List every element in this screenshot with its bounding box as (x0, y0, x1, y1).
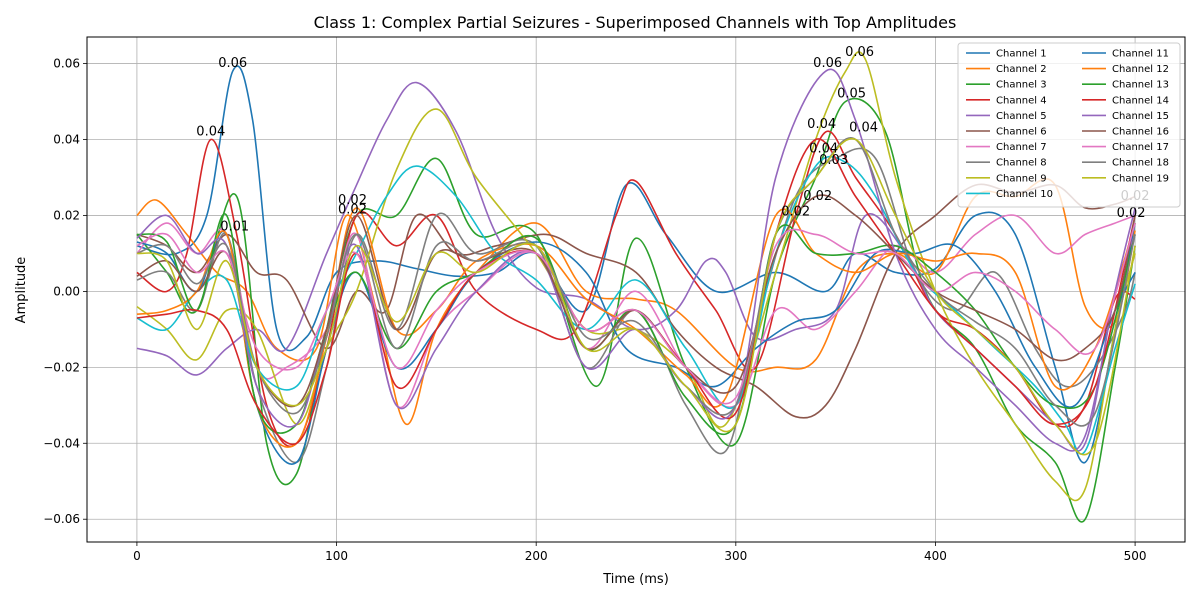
legend-entry: Channel 1 (996, 49, 1047, 60)
annotation-label: 0.06 (813, 56, 842, 71)
series-lines (136, 51, 1136, 523)
annotation-label: 0.01 (220, 219, 249, 234)
annotation-label: 0.02 (338, 193, 367, 208)
legend-entry: Channel 16 (1112, 127, 1169, 138)
legend-entry: Channel 14 (1112, 95, 1169, 106)
legend-entry: Channel 8 (996, 158, 1047, 169)
y-tick-label: 0.06 (53, 57, 80, 71)
annotation-label: 0.06 (845, 45, 874, 60)
annotation-label: 0.04 (196, 125, 225, 140)
legend-entry: Channel 2 (996, 64, 1047, 75)
legend-entry: Channel 7 (996, 142, 1047, 153)
legend: Channel 1 Channel 2 Channel 3 Channel 4 Chan… (957, 42, 1181, 208)
x-tick-label: 500 (1124, 549, 1147, 563)
series-line-channel-19 (136, 137, 1136, 456)
series-line-channel-4 (136, 130, 1136, 448)
series-line-channel-13 (136, 213, 1136, 435)
legend-box (957, 42, 1181, 208)
annotation-label: 0.05 (837, 87, 866, 102)
x-tick-label: 400 (924, 549, 947, 563)
legend-entry: Channel 6 (996, 127, 1047, 138)
x-tick-label: 300 (724, 549, 747, 563)
annotation-label: 0.04 (849, 121, 878, 136)
y-tick-label: −0.02 (43, 360, 80, 374)
y-tick-label: −0.04 (43, 436, 80, 450)
legend-entry: Channel 18 (1112, 158, 1169, 169)
legend-entry: Channel 4 (996, 95, 1047, 106)
x-axis-label: Time (ms) (602, 572, 669, 587)
x-axis-ticks: 0 100 200 300 400 500 (133, 542, 1147, 563)
y-tick-label: 0.02 (53, 208, 80, 222)
x-tick-label: 0 (133, 549, 141, 563)
annotation-label: 0.04 (809, 142, 838, 157)
annotation-label: 0.02 (803, 189, 832, 204)
y-axis-label: Amplitude (14, 257, 29, 324)
annotation-label: 0.04 (807, 117, 836, 132)
legend-entry: Channel 3 (996, 80, 1047, 91)
legend-entry: Channel 13 (1112, 80, 1169, 91)
y-tick-label: 0.04 (53, 133, 80, 147)
legend-entry: Channel 17 (1112, 142, 1169, 153)
y-tick-label: 0.00 (53, 284, 80, 298)
x-tick-label: 200 (525, 549, 548, 563)
series-line-channel-17 (136, 222, 1136, 405)
y-tick-label: −0.06 (43, 512, 80, 526)
x-tick-label: 100 (325, 549, 348, 563)
y-axis-ticks: −0.06 −0.04 −0.02 0.00 0.02 0.04 0.06 (43, 57, 87, 526)
annotation-label: 0.02 (1117, 206, 1146, 221)
annotation-label: 0.02 (338, 202, 367, 217)
legend-entry: Channel 15 (1112, 111, 1169, 122)
chart-title: Class 1: Complex Partial Seizures - Supe… (314, 13, 957, 32)
legend-entry: Channel 19 (1112, 173, 1169, 184)
legend-entry: Channel 5 (996, 111, 1047, 122)
annotation-label: 0.03 (819, 153, 848, 168)
annotation-label: 0.02 (781, 204, 810, 219)
legend-entry: Channel 12 (1112, 64, 1169, 75)
series-line-channel-16 (136, 194, 1136, 408)
annotation-label: 0.06 (218, 56, 247, 71)
series-line-channel-18 (136, 136, 1136, 427)
plot-frame (86, 36, 1186, 543)
series-line-channel-1 (136, 65, 1136, 464)
legend-entry: Channel 10 (996, 189, 1053, 200)
legend-entry: Channel 9 (996, 173, 1047, 184)
series-line-channel-7 (136, 214, 1136, 409)
series-line-channel-10 (136, 155, 1136, 455)
legend-entry: Channel 11 (1112, 49, 1169, 60)
